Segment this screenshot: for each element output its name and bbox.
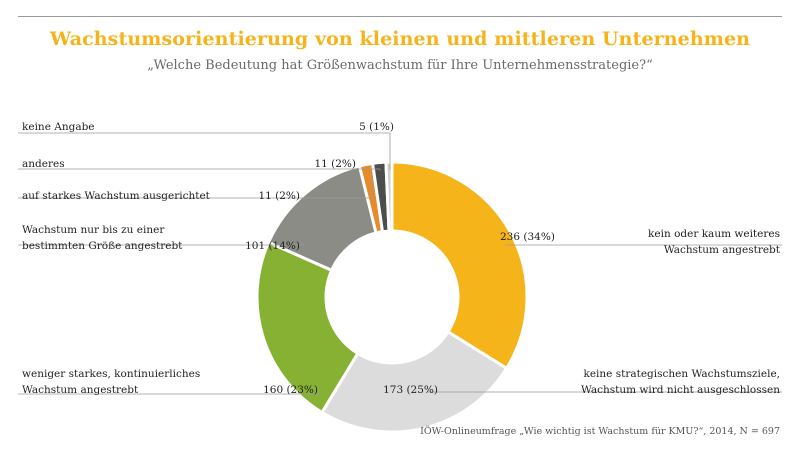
category-label: Wachstum nur bis zu einer	[22, 224, 165, 236]
value-label: 160 (23%)	[263, 384, 318, 396]
value-label: 5 (1%)	[359, 121, 394, 133]
category-label: auf starkes Wachstum ausgerichtet	[22, 190, 211, 202]
donut-slice	[384, 160, 394, 233]
category-label: weniger starkes, kontinuierliches	[22, 368, 200, 380]
donut-slice	[390, 160, 529, 371]
category-label: Wachstum wird nicht ausgeschlossen	[581, 384, 780, 396]
category-label: Wachstum angestrebt	[22, 384, 139, 396]
chart-title: Wachstumsorientierung von kleinen und mi…	[49, 28, 751, 50]
value-label: 101 (14%)	[245, 240, 300, 252]
value-label: 173 (25%)	[383, 384, 438, 396]
donut-slice	[255, 240, 360, 415]
value-label: 11 (2%)	[258, 190, 300, 202]
value-label: 236 (34%)	[500, 231, 555, 243]
source-note: IÖW-Onlineumfrage „Wie wichtig ist Wachs…	[420, 426, 780, 437]
value-label: 11 (2%)	[314, 158, 356, 170]
chart-subtitle: „Welche Bedeutung hat Größenwachstum für…	[147, 58, 653, 73]
top-rule	[18, 16, 782, 17]
category-label: keine Angabe	[22, 121, 95, 133]
category-label: Wachstum angestrebt	[664, 244, 781, 256]
category-label: keine strategischen Wachstumsziele,	[583, 368, 780, 380]
donut-slice	[319, 329, 509, 434]
category-label: bestimmten Größe angestrebt	[22, 240, 183, 252]
category-label: anderes	[22, 158, 65, 170]
category-label: kein oder kaum weiteres	[648, 228, 780, 240]
